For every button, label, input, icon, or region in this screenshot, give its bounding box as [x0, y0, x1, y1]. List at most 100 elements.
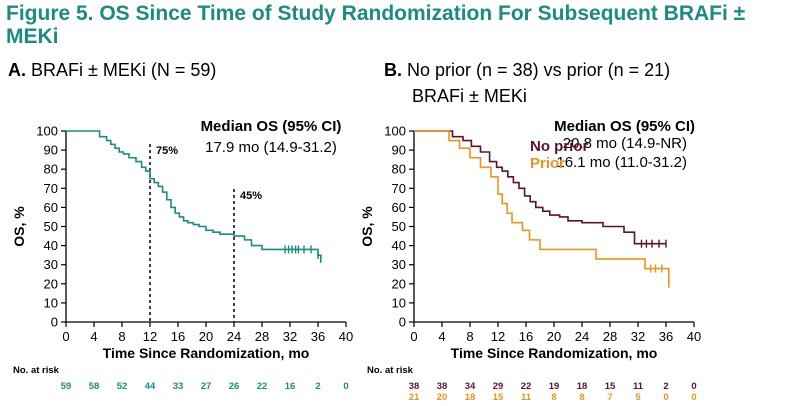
pa-y-tick-label: 70	[44, 181, 58, 196]
pb-risk-value: 8	[551, 392, 556, 403]
pa-risk-value: 44	[145, 381, 156, 392]
pb-risk-value: 29	[493, 381, 504, 392]
pb-risk-value: 15	[605, 381, 616, 392]
pb-x-tick-label: 0	[410, 329, 417, 344]
pa-x-tick-label: 12	[143, 329, 157, 344]
pb-risk-value: 8	[579, 392, 584, 403]
pa-x-axis-title: Time Since Randomization, mo	[103, 345, 310, 361]
pb-x-tick-label: 16	[519, 329, 533, 344]
pb-risk-value: 20	[437, 392, 448, 403]
pb-series-1-line	[414, 130, 670, 288]
pa-x-tick-label: 24	[227, 329, 241, 344]
pb-x-tick-label: 8	[466, 329, 473, 344]
pb-risk-value: 19	[549, 381, 560, 392]
pa-y-tick-label: 40	[44, 238, 58, 253]
pa-x-tick-label: 28	[255, 329, 269, 344]
pb-legend-entry: Prior	[530, 155, 565, 172]
pa-y-axis-title: OS, %	[11, 206, 27, 247]
pb-x-tick-label: 20	[547, 329, 561, 344]
pb-x-tick-label: 4	[438, 329, 445, 344]
pa-risk-value: 16	[285, 381, 296, 392]
pb-y-tick-label: 100	[384, 124, 406, 139]
pa-risk-value: 52	[117, 381, 128, 392]
pb-risk-value: 5	[635, 392, 641, 403]
pa-series-0-line	[66, 130, 322, 263]
pa-y-tick-label: 10	[44, 295, 58, 310]
pb-y-tick-label: 10	[392, 295, 406, 310]
pa-y-tick-label: 60	[44, 200, 58, 215]
pa-risk-value: 0	[343, 381, 348, 392]
panel-a-letter: A.	[8, 60, 26, 80]
panel-b-text: No prior (n = 38) vs prior (n = 21)	[407, 60, 671, 80]
pb-risk-value: 2	[663, 381, 668, 392]
panel-b-title: B. No prior (n = 38) vs prior (n = 21)	[384, 60, 670, 81]
pb-risk-value: 18	[465, 392, 476, 403]
pa-x-tick-label: 20	[199, 329, 213, 344]
pb-risk-value: 18	[577, 381, 588, 392]
pb-median-value: 16.1 mo (11.0-31.2)	[556, 154, 687, 171]
pb-y-tick-label: 90	[392, 143, 406, 158]
pb-y-tick-label: 60	[392, 200, 406, 215]
pa-x-tick-label: 32	[283, 329, 297, 344]
pa-y-tick-label: 80	[44, 162, 58, 177]
pb-x-axis-title: Time Since Randomization, mo	[451, 345, 658, 361]
pa-x-tick-label: 16	[171, 329, 185, 344]
pa-risk-value: 33	[173, 381, 184, 392]
pa-y-tick-label: 100	[36, 124, 58, 139]
pa-reference-label: 45%	[240, 190, 262, 202]
pb-risk-header: No. at risk	[367, 365, 414, 376]
pb-y-tick-label: 80	[392, 162, 406, 177]
pa-y-tick-label: 0	[51, 315, 58, 330]
pa-risk-value: 26	[229, 381, 240, 392]
pa-x-tick-label: 8	[118, 329, 125, 344]
pb-x-tick-label: 28	[603, 329, 617, 344]
pb-risk-value: 7	[607, 392, 612, 403]
pb-x-tick-label: 32	[631, 329, 645, 344]
pb-y-tick-label: 30	[392, 257, 406, 272]
pb-risk-value: 15	[493, 392, 504, 403]
pa-risk-value: 2	[315, 381, 320, 392]
pb-risk-value: 38	[409, 381, 420, 392]
pa-median-value: 17.9 mo (14.9-31.2)	[205, 139, 337, 156]
pb-risk-value: 22	[521, 381, 532, 392]
pb-y-tick-label: 50	[392, 219, 406, 234]
pb-median-header: Median OS (95% CI)	[554, 118, 695, 135]
pa-y-tick-label: 90	[44, 143, 58, 158]
pb-y-tick-label: 40	[392, 238, 406, 253]
pb-risk-value: 11	[521, 392, 532, 403]
panel-b-letter: B.	[384, 60, 402, 80]
pb-y-tick-label: 20	[392, 276, 406, 291]
pb-risk-value: 0	[663, 392, 668, 403]
pb-legend-entry: No prior	[530, 138, 588, 155]
pa-x-tick-label: 4	[90, 329, 97, 344]
pa-reference-label: 75%	[156, 145, 178, 157]
pb-y-tick-label: 0	[399, 315, 406, 330]
pa-y-tick-label: 30	[44, 257, 58, 272]
pb-x-tick-label: 12	[491, 329, 505, 344]
pa-risk-value: 27	[201, 381, 212, 392]
pb-risk-value: 0	[691, 381, 696, 392]
pa-x-tick-label: 36	[311, 329, 325, 344]
pa-risk-value: 22	[257, 381, 268, 392]
pb-x-tick-label: 40	[687, 329, 701, 344]
pa-risk-value: 59	[61, 381, 72, 392]
pb-series-0-line	[414, 130, 666, 245]
pa-x-tick-label: 0	[62, 329, 69, 344]
pb-x-tick-label: 36	[659, 329, 673, 344]
pa-x-tick-label: 40	[339, 329, 353, 344]
pa-median-header: Median OS (95% CI)	[201, 118, 342, 135]
pb-risk-value: 38	[437, 381, 448, 392]
panel-a-text: BRAFi ± MEKi (N = 59)	[31, 60, 217, 80]
pb-risk-value: 34	[465, 381, 476, 392]
pb-y-axis-title: OS, %	[359, 206, 375, 247]
pb-risk-value: 11	[633, 381, 644, 392]
pb-risk-value: 21	[409, 392, 420, 403]
pa-risk-header: No. at risk	[13, 365, 60, 376]
pb-y-tick-label: 70	[392, 181, 406, 196]
pb-risk-value: 0	[691, 392, 696, 403]
panel-b-subtitle: BRAFi ± MEKi	[412, 86, 527, 106]
pa-risk-value: 58	[89, 381, 100, 392]
pa-y-tick-label: 50	[44, 219, 58, 234]
pb-median-value: 20.8 mo (14.9-NR)	[563, 135, 687, 152]
